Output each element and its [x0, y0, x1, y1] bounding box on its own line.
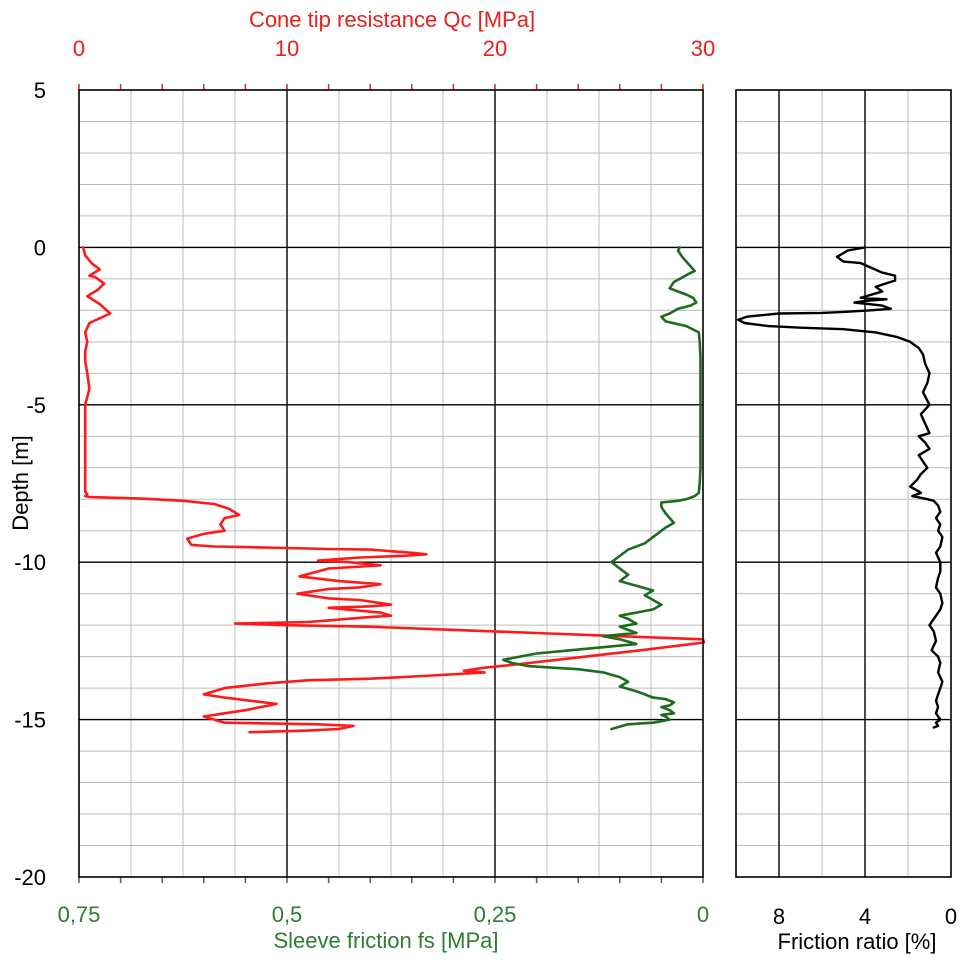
bottom-tick-label: 0,25 [474, 902, 517, 927]
main-series-lines [81, 246, 706, 734]
ratio-plot-frame [735, 89, 952, 878]
y-tick-label: -10 [14, 550, 46, 575]
bottom-tick-label: 0 [697, 902, 709, 927]
y-axis-title: Depth [m] [8, 435, 33, 530]
friction-ratio-line [736, 246, 944, 729]
top-axis-title: Cone tip resistance Qc [MPa] [249, 7, 535, 32]
y-tick-label: 0 [34, 235, 46, 260]
top-tick-label: 30 [691, 36, 715, 61]
ratio-tick-label: 8 [773, 904, 785, 929]
top-tick-label: 20 [483, 36, 507, 61]
ratio-tick-label: 0 [945, 904, 957, 929]
ratio-tick-label: 4 [859, 904, 871, 929]
y-tick-label: -15 [14, 708, 46, 733]
main-plot-frame [78, 89, 704, 878]
top-tick-label: 0 [73, 36, 85, 61]
main-tick-marks [78, 84, 704, 883]
top-tick-label: 10 [275, 36, 299, 61]
ratio-series-line [736, 246, 944, 729]
cone-resistance-line [81, 246, 706, 734]
ratio-panel: 8 4 0 Friction ratio [%] [735, 89, 957, 954]
ratio-axis-title: Friction ratio [%] [778, 929, 937, 954]
main-gridlines [78, 89, 704, 878]
y-tick-label: 5 [34, 78, 46, 103]
y-tick-label: -20 [14, 865, 46, 890]
bottom-axis-title: Sleeve friction fs [MPa] [274, 928, 499, 953]
y-tick-label: -5 [26, 393, 46, 418]
main-tick-labels: 0 10 20 30 0,75 0,5 0,25 0 5 0 -5 -10 -15 -20 [14, 36, 715, 927]
sleeve-friction-line [501, 246, 702, 731]
bottom-tick-label: 0,5 [272, 902, 303, 927]
ratio-tick-labels: 8 4 0 [773, 904, 957, 929]
ratio-gridlines [736, 89, 951, 878]
bottom-tick-label: 0,75 [58, 902, 101, 927]
main-panel: 0 10 20 30 0,75 0,5 0,25 0 5 0 -5 -10 -15 -20 Cone ti… [8, 7, 715, 953]
